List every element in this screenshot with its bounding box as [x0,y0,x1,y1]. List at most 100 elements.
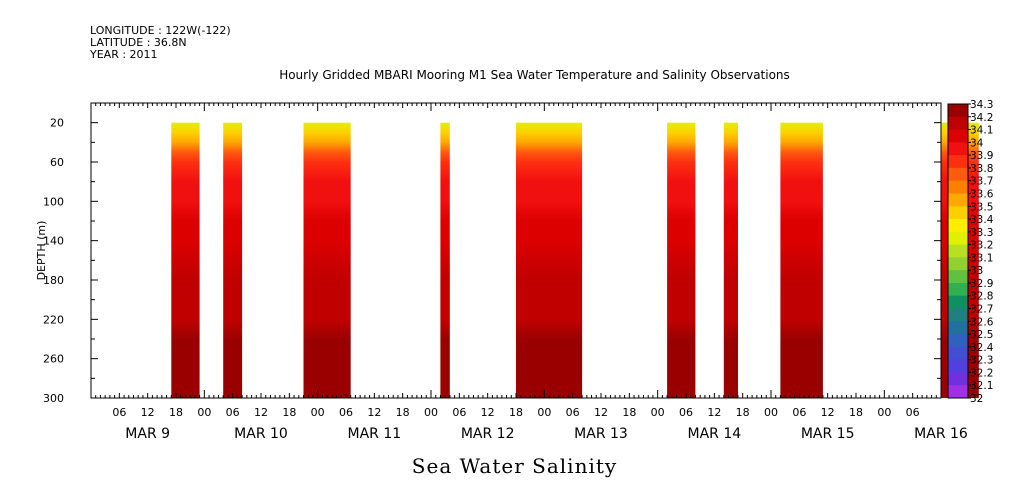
x-tick-label: 06 [566,406,580,419]
colorbar-label: 33.4 [970,214,994,226]
x-day-label: MAR 9 [125,426,170,442]
colorbar-label: 32.7 [970,304,993,316]
colorbar-swatch [948,359,968,373]
colorbar-label: 34.3 [970,99,993,111]
x-tick-label: 12 [141,406,155,419]
x-tick-label: 06 [679,406,693,419]
colorbar-label: 33.1 [970,252,993,264]
data-segment [171,122,200,398]
data-segment [667,122,696,398]
colorbar-label: 33.9 [970,150,993,162]
colorbar-swatch [948,283,968,297]
x-tick-label: 06 [339,406,353,419]
colorbar-swatch [948,308,968,322]
colorbar-swatch [948,346,968,361]
x-tick-label: 18 [849,406,863,419]
y-tick-label: 260 [43,353,64,366]
colorbar-label: 32.2 [970,367,993,379]
x-tick-label: 12 [367,406,381,419]
y-tick-label: 220 [43,313,64,326]
longitude-label: LONGITUDE : 122W(-122) [90,24,231,37]
x-tick-label: 12 [707,406,721,419]
colorbar-label: 32.9 [970,278,993,290]
colorbar-label: 32.6 [970,316,994,328]
y-tick-label: 300 [43,392,64,405]
colorbar-swatch [948,334,968,348]
colorbar-swatch [948,193,968,207]
latitude-label: LATITUDE : 36.8N [90,36,187,49]
colorbar-swatch [948,257,968,271]
x-tick-label: 12 [821,406,835,419]
colorbar-label: 34 [970,137,984,149]
colorbar: 34.334.234.13433.933.833.733.633.533.433… [947,99,994,405]
colorbar-swatch [948,206,968,220]
colorbar-swatch [948,372,968,386]
colorbar-swatch [948,295,968,309]
x-day-label: MAR 10 [234,426,288,442]
colorbar-swatch [948,244,968,258]
x-tick-label: 00 [311,406,325,419]
colorbar-swatch [948,129,968,143]
colorbar-label: 33.6 [970,188,994,200]
colorbar-swatch [948,142,968,156]
y-tick-label: 60 [50,156,64,169]
x-tick-label: 18 [169,406,183,419]
data-segments [171,122,979,398]
y-axis-label: DEPTH (m) [35,221,48,281]
year-label: YEAR : 2011 [90,48,158,61]
x-tick-label: 06 [792,406,806,419]
colorbar-label: 32.8 [970,291,993,303]
x-tick-label: 18 [282,406,296,419]
x-day-label: MAR 11 [348,426,402,442]
colorbar-label: 32 [970,393,983,405]
colorbar-frame [947,103,969,399]
colorbar-swatch [948,180,968,194]
data-segment [303,122,351,398]
colorbar-swatch [948,104,968,118]
data-segment [780,122,823,398]
x-day-label: MAR 15 [801,426,855,442]
x-tick-label: 00 [424,406,438,419]
x-tick-label: 12 [481,406,495,419]
x-tick-label: 12 [254,406,268,419]
colorbar-label: 32.4 [970,342,994,354]
x-tick-label: 18 [509,406,523,419]
x-tick-label: 06 [452,406,466,419]
colorbar-swatch [948,155,968,169]
colorbar-swatch [948,116,968,131]
colorbar-swatch [948,167,968,182]
colorbar-swatch [948,321,968,335]
x-tick-label: 18 [736,406,750,419]
bottom-title: Sea Water Salinity [411,454,618,478]
plot-axes: 06 12 18 00 06 12 18 00 06 12 18 00 06 12 18 00 06 12 18 00… [35,102,968,442]
colorbar-label: 33.3 [970,227,993,239]
colorbar-swatch [948,219,968,233]
colorbar-label: 33 [970,265,983,277]
colorbar-label: 34.1 [970,125,993,137]
colorbar-label: 32.5 [970,329,993,341]
chart-title: Hourly Gridded MBARI Mooring M1 Sea Wate… [279,68,790,82]
x-tick-label: 18 [396,406,410,419]
y-tick-label: 180 [43,274,64,287]
x-tick-label: 00 [764,406,778,419]
data-segment [516,122,583,398]
x-tick-label: 00 [877,406,891,419]
y-tick-label: 20 [50,117,64,130]
x-day-label: MAR 16 [914,426,968,442]
x-day-label: MAR 14 [688,426,742,442]
colorbar-label: 32.3 [970,355,993,367]
x-tick-label: 18 [622,406,636,419]
data-segment [440,122,450,398]
colorbar-label: 32.1 [970,380,993,392]
x-day-label: MAR 13 [574,426,628,442]
colorbar-label: 33.5 [970,201,993,213]
x-tick-label: 12 [594,406,608,419]
y-tick-label: 100 [43,195,64,208]
x-tick-label: 06 [112,406,126,419]
x-tick-label: 06 [906,406,920,419]
colorbar-swatch [948,270,968,284]
data-segment [723,122,738,398]
x-tick-label: 00 [197,406,211,419]
data-segment [223,122,243,398]
